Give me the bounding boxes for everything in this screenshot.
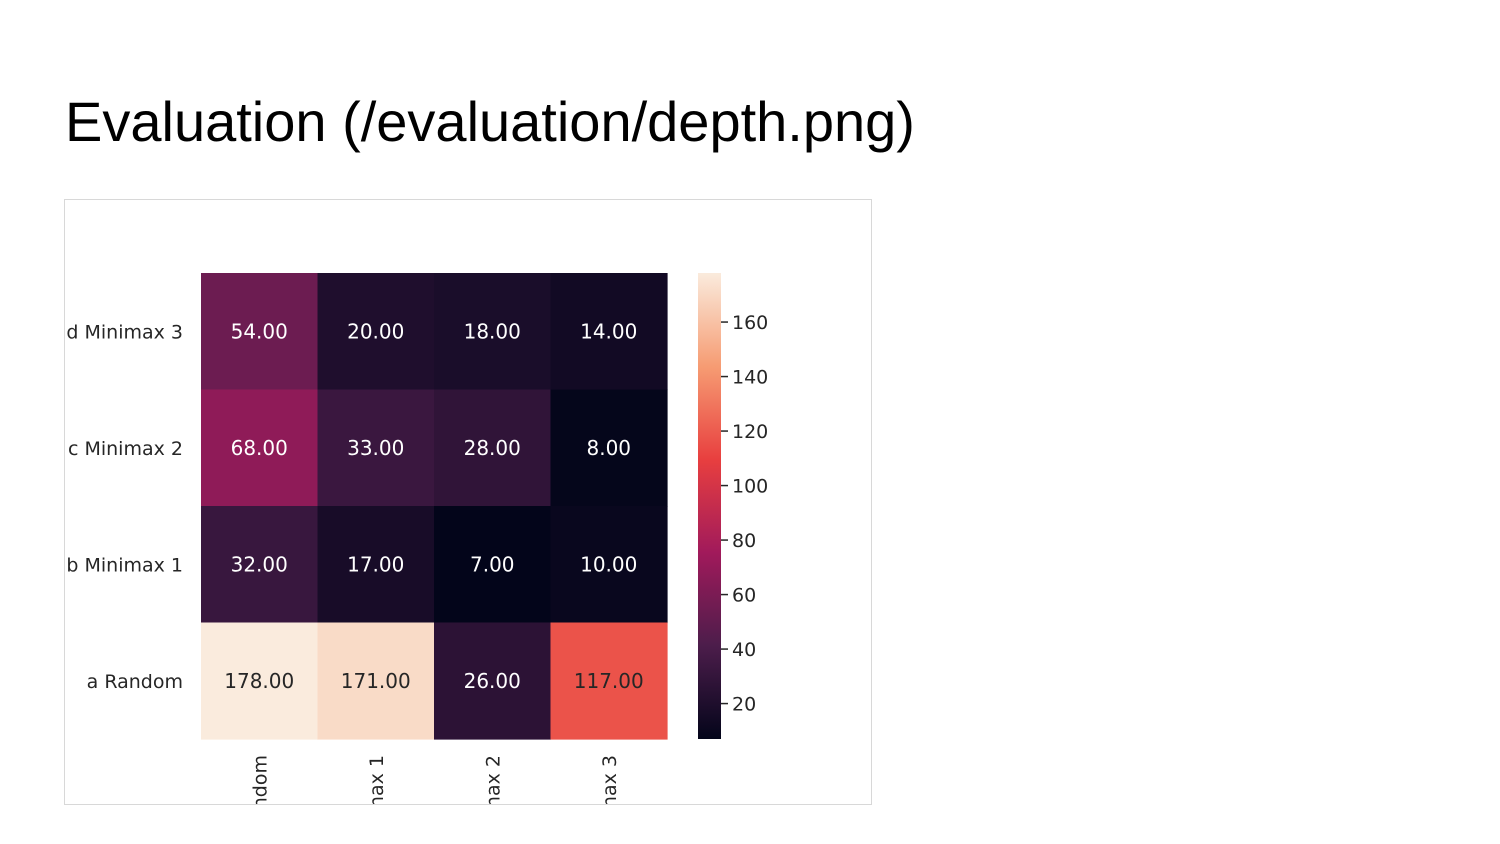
heatmap-figure: 54.00 20.00 18.00 14.00 68.00 33.00 28.00 8.00 3… bbox=[64, 199, 872, 805]
cell-value-label: 14.00 bbox=[580, 319, 637, 343]
cell-value-label: 32.00 bbox=[231, 552, 288, 576]
row-labels: d Minimax 3 c Minimax 2 b Minimax 1 a Rando… bbox=[66, 321, 183, 693]
colorbar-tick-label: 20 bbox=[732, 694, 756, 716]
heatmap-svg: 54.00 20.00 18.00 14.00 68.00 33.00 28.00 8.00 3… bbox=[66, 273, 768, 805]
colorbar-tick-label: 120 bbox=[732, 421, 768, 443]
cell-value-label: 8.00 bbox=[586, 436, 631, 460]
heatmap-cell bbox=[550, 506, 668, 624]
cell-value-label: 178.00 bbox=[224, 669, 294, 693]
cell-value-label: 54.00 bbox=[231, 319, 288, 343]
heatmap-cell bbox=[201, 273, 319, 391]
heatmap-cell bbox=[434, 506, 552, 624]
column-label: ndom bbox=[249, 755, 271, 805]
column-label: nax 3 bbox=[599, 755, 621, 805]
cell-value-label: 18.00 bbox=[464, 319, 521, 343]
cell-value-label: 26.00 bbox=[464, 669, 521, 693]
cell-value-label: 7.00 bbox=[470, 552, 515, 576]
colorbar-tick-label: 140 bbox=[732, 367, 768, 389]
heatmap-cell bbox=[317, 389, 435, 507]
heatmap-cell bbox=[434, 389, 552, 507]
heatmap-cell bbox=[550, 273, 668, 391]
heatmap-cell bbox=[317, 506, 435, 624]
cell-value-label: 28.00 bbox=[464, 436, 521, 460]
heatmap-cell bbox=[201, 622, 319, 740]
heatmap-cells: 54.00 20.00 18.00 14.00 68.00 33.00 28.00 8.00 3… bbox=[201, 273, 668, 740]
heatmap-cell bbox=[550, 389, 668, 507]
row-label: a Random bbox=[87, 671, 183, 693]
heatmap-cell bbox=[201, 389, 319, 507]
colorbar-tick-label: 60 bbox=[732, 585, 756, 607]
column-label: nax 1 bbox=[366, 755, 388, 805]
heatmap-cell bbox=[201, 506, 319, 624]
row-label: d Minimax 3 bbox=[66, 321, 183, 343]
heatmap-cell bbox=[434, 273, 552, 391]
colorbar-tick-label: 100 bbox=[732, 476, 768, 498]
slide-title: Evaluation (/evaluation/depth.png) bbox=[65, 90, 915, 153]
cell-value-label: 10.00 bbox=[580, 552, 637, 576]
heatmap-cell bbox=[317, 622, 435, 740]
column-labels: ndom nax 1 nax 2 nax 3 bbox=[249, 755, 621, 805]
row-label: b Minimax 1 bbox=[66, 554, 183, 576]
column-label: nax 2 bbox=[482, 755, 504, 805]
cell-value-label: 117.00 bbox=[574, 669, 644, 693]
row-label: c Minimax 2 bbox=[68, 438, 183, 460]
cell-value-label: 68.00 bbox=[231, 436, 288, 460]
cell-value-label: 171.00 bbox=[341, 669, 411, 693]
colorbar: 20 40 60 80 100 120 140 160 bbox=[698, 273, 768, 739]
cell-value-label: 33.00 bbox=[347, 436, 404, 460]
heatmap-cell bbox=[434, 622, 552, 740]
cell-value-label: 20.00 bbox=[347, 319, 404, 343]
colorbar-gradient bbox=[698, 273, 721, 739]
colorbar-tick-label: 80 bbox=[732, 530, 756, 552]
heatmap-cell bbox=[317, 273, 435, 391]
cell-value-label: 17.00 bbox=[347, 552, 404, 576]
colorbar-tick-label: 40 bbox=[732, 639, 756, 661]
heatmap-cell bbox=[550, 622, 668, 740]
colorbar-tick-label: 160 bbox=[732, 312, 768, 334]
